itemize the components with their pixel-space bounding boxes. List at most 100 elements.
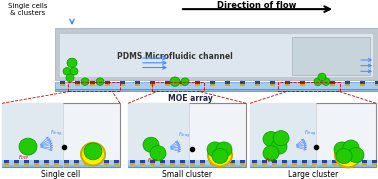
Bar [330, 84, 335, 86]
Circle shape [263, 146, 279, 161]
Bar [220, 160, 225, 163]
Bar [128, 160, 246, 167]
Bar [210, 84, 215, 86]
Circle shape [263, 132, 279, 147]
Bar [150, 163, 155, 165]
Bar [170, 163, 175, 165]
Bar [140, 163, 145, 165]
Circle shape [208, 144, 232, 166]
Circle shape [207, 142, 223, 157]
Text: $F_{drag}$: $F_{drag}$ [178, 131, 191, 141]
Bar [75, 84, 80, 86]
Bar [165, 84, 170, 86]
Circle shape [348, 147, 364, 163]
Bar [278, 82, 340, 91]
Bar [330, 81, 335, 84]
Bar [128, 103, 246, 167]
Text: Large cluster: Large cluster [288, 170, 338, 179]
Bar [292, 37, 370, 75]
Circle shape [322, 78, 330, 85]
Bar [270, 84, 275, 86]
Bar [2, 165, 120, 167]
Bar [64, 163, 69, 165]
Bar [322, 163, 327, 165]
Circle shape [81, 78, 89, 85]
Bar [90, 84, 95, 86]
Bar [74, 163, 79, 165]
Bar [60, 34, 373, 77]
Bar [240, 160, 245, 163]
Bar [24, 160, 29, 163]
Bar [210, 163, 215, 165]
Bar [150, 84, 155, 86]
Bar [300, 81, 305, 84]
Bar [180, 81, 185, 84]
Circle shape [19, 138, 37, 155]
Circle shape [67, 58, 77, 67]
Bar [114, 163, 119, 165]
Bar [2, 103, 120, 167]
Bar [190, 163, 195, 165]
Bar [372, 163, 377, 165]
Bar [285, 81, 290, 84]
Bar [160, 163, 165, 165]
Text: Small cluster: Small cluster [162, 170, 212, 179]
Circle shape [314, 78, 322, 85]
Bar [225, 84, 230, 86]
Circle shape [343, 140, 359, 155]
Bar [180, 163, 185, 165]
Bar [64, 160, 69, 163]
Bar [210, 81, 215, 84]
Bar [285, 84, 290, 86]
Bar [302, 160, 307, 163]
Circle shape [96, 78, 104, 85]
Bar [345, 84, 350, 86]
Bar [90, 81, 95, 84]
Text: PDMS Microfluidic channel: PDMS Microfluidic channel [117, 52, 233, 61]
Circle shape [335, 143, 361, 167]
Bar [255, 81, 260, 84]
Bar [250, 103, 376, 167]
Circle shape [273, 131, 289, 146]
Bar [114, 160, 119, 163]
Text: $F_{drag}$: $F_{drag}$ [304, 129, 316, 139]
Bar [240, 84, 245, 86]
Bar [322, 160, 327, 163]
Circle shape [334, 142, 350, 157]
Bar [84, 163, 89, 165]
Bar [34, 160, 39, 163]
Text: $F_{DEP}$: $F_{DEP}$ [18, 153, 29, 162]
Bar [332, 160, 337, 163]
Bar [250, 103, 316, 167]
Circle shape [81, 143, 105, 165]
Text: Single cells
& clusters: Single cells & clusters [8, 3, 48, 16]
Bar [342, 163, 347, 165]
Bar [252, 163, 257, 165]
Bar [94, 160, 99, 163]
Bar [272, 160, 277, 163]
Bar [352, 163, 357, 165]
Bar [195, 84, 200, 86]
Circle shape [212, 149, 228, 164]
Bar [180, 84, 185, 86]
Bar [24, 163, 29, 165]
Bar [262, 160, 267, 163]
Bar [375, 84, 378, 86]
Text: MOE array: MOE array [167, 94, 212, 103]
Bar [342, 160, 347, 163]
Bar [292, 160, 297, 163]
Bar [55, 82, 378, 89]
Bar [104, 160, 109, 163]
Bar [272, 163, 277, 165]
Bar [130, 160, 135, 163]
Bar [195, 81, 200, 84]
Bar [135, 84, 140, 86]
Bar [44, 163, 49, 165]
Bar [302, 163, 307, 165]
Bar [4, 163, 9, 165]
Bar [2, 160, 120, 167]
Circle shape [143, 137, 159, 152]
Bar [250, 165, 376, 167]
Bar [282, 160, 287, 163]
Bar [360, 84, 365, 86]
